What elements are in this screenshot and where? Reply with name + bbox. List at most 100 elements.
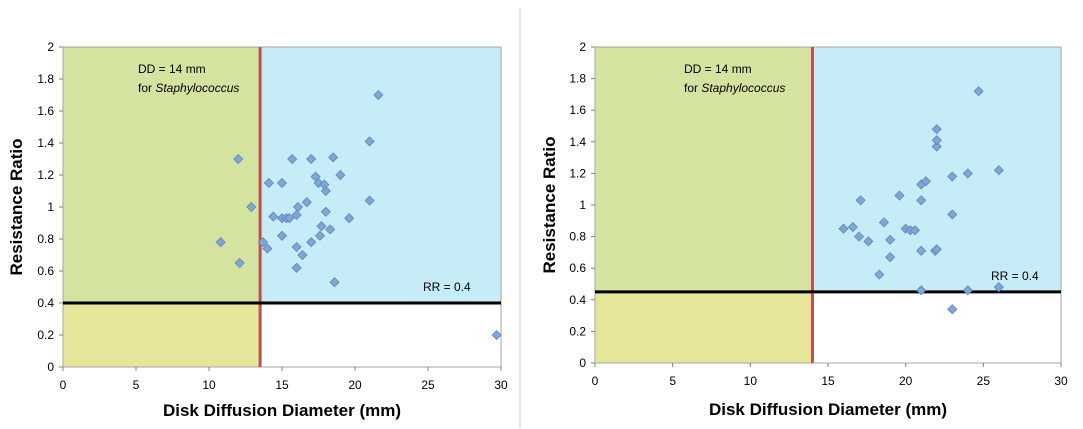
dd-annotation-prefix: for (138, 81, 155, 95)
data-point (291, 262, 302, 273)
data-point (320, 206, 331, 217)
y-axis-title: Resistance Ratio (7, 139, 26, 276)
data-point (962, 285, 973, 296)
y-tick-label: 1.6 (37, 104, 54, 118)
x-tick-label: 10 (202, 378, 216, 392)
y-tick-label: 2 (579, 40, 586, 54)
x-tick-label: 20 (899, 374, 913, 388)
data-point (287, 153, 298, 165)
rr-annotation: RR = 0.4 (991, 269, 1039, 283)
region-low-ratio (63, 303, 261, 367)
y-tick-label: 1.8 (569, 72, 586, 86)
x-axis-title: Disk Diffusion Diameter (mm) (163, 401, 401, 420)
data-point (878, 217, 889, 228)
scatter-chart-right: 00.20.40.60.811.21.41.61.820 5 10 15 20 25 30D… (540, 40, 1068, 419)
x-tick-label: 5 (669, 374, 676, 388)
x-tick-label: 20 (348, 378, 362, 392)
data-point (931, 135, 942, 146)
dd-annotation-line1: DD = 14 mm (684, 62, 752, 76)
x-tick-label: 0 (60, 378, 67, 392)
dd-annotation-line2: for Staphylococcus (684, 81, 785, 95)
data-point (306, 153, 317, 165)
data-point (284, 213, 295, 224)
data-point (325, 224, 336, 235)
data-point (328, 152, 339, 163)
y-tick-label: 1.8 (37, 72, 54, 86)
y-tick-label: 1.2 (569, 166, 586, 180)
dd-annotation-line2: for Staphylococcus (138, 81, 239, 95)
dd-annotation-prefix: for (684, 81, 701, 95)
data-point (268, 211, 279, 222)
y-tick-label: 1.2 (37, 168, 54, 182)
x-axis-title: Disk Diffusion Diameter (mm) (709, 400, 947, 419)
y-tick-label: 1 (579, 198, 586, 212)
data-point (314, 230, 326, 241)
data-point (993, 165, 1004, 176)
data-point (855, 195, 866, 206)
data-point (364, 195, 375, 206)
data-point (373, 89, 384, 101)
dd-annotation-line1: DD = 14 mm (138, 62, 206, 76)
data-point (215, 237, 226, 248)
data-point (916, 285, 927, 296)
data-point (931, 124, 942, 135)
data-point (962, 168, 973, 179)
data-point (947, 209, 958, 220)
data-point (233, 153, 244, 165)
dd-annotation-organism: Staphylococcus (155, 81, 239, 95)
y-tick-label: 0.6 (37, 264, 54, 278)
x-tick-label: 25 (977, 374, 991, 388)
y-tick-label: 0.8 (37, 232, 54, 246)
y-tick-label: 0.6 (569, 261, 586, 275)
x-tick-label: 10 (744, 374, 758, 388)
x-tick-label: 5 (133, 378, 140, 392)
region-high-ratio (812, 47, 1061, 292)
data-point (838, 223, 849, 234)
y-tick-label: 0.8 (569, 230, 586, 244)
y-tick-label: 2 (47, 40, 54, 54)
y-tick-label: 1.4 (37, 136, 54, 150)
region-susceptible-high (595, 47, 813, 292)
data-point (262, 243, 273, 254)
data-point (916, 195, 927, 206)
data-point (291, 209, 302, 221)
data-point (874, 269, 885, 280)
data-point (335, 169, 346, 181)
data-point (246, 201, 257, 213)
y-tick-label: 1 (47, 200, 54, 214)
data-point (320, 185, 331, 197)
data-point (863, 236, 874, 247)
data-point (947, 171, 958, 182)
data-point (854, 231, 865, 242)
data-point (276, 177, 288, 189)
data-point (973, 86, 984, 97)
data-point (909, 225, 921, 236)
panel-divider (519, 8, 521, 428)
data-point (257, 237, 269, 248)
y-axis-title: Resistance Ratio (540, 137, 559, 274)
x-tick-label: 0 (592, 374, 599, 388)
data-point (847, 222, 858, 233)
dd-annotation-organism: Staphylococcus (701, 81, 785, 95)
data-point (931, 141, 942, 152)
data-point (297, 249, 308, 261)
region-high-ratio (260, 47, 501, 303)
region-low-ratio (595, 291, 813, 363)
x-tick-label: 30 (1054, 374, 1068, 388)
data-point (993, 282, 1004, 293)
data-point (885, 252, 896, 263)
data-point (301, 197, 312, 208)
rr-annotation: RR = 0.4 (423, 280, 471, 294)
y-tick-label: 0.2 (569, 324, 586, 338)
data-point (329, 277, 340, 288)
region-susceptible-high (63, 47, 261, 303)
data-point (306, 237, 317, 248)
y-tick-label: 1.6 (569, 103, 586, 117)
data-point (885, 234, 896, 245)
data-point (894, 190, 905, 201)
data-point (292, 201, 304, 213)
y-tick-label: 0.4 (569, 293, 586, 307)
data-point (364, 136, 375, 147)
x-tick-label: 30 (494, 378, 508, 392)
